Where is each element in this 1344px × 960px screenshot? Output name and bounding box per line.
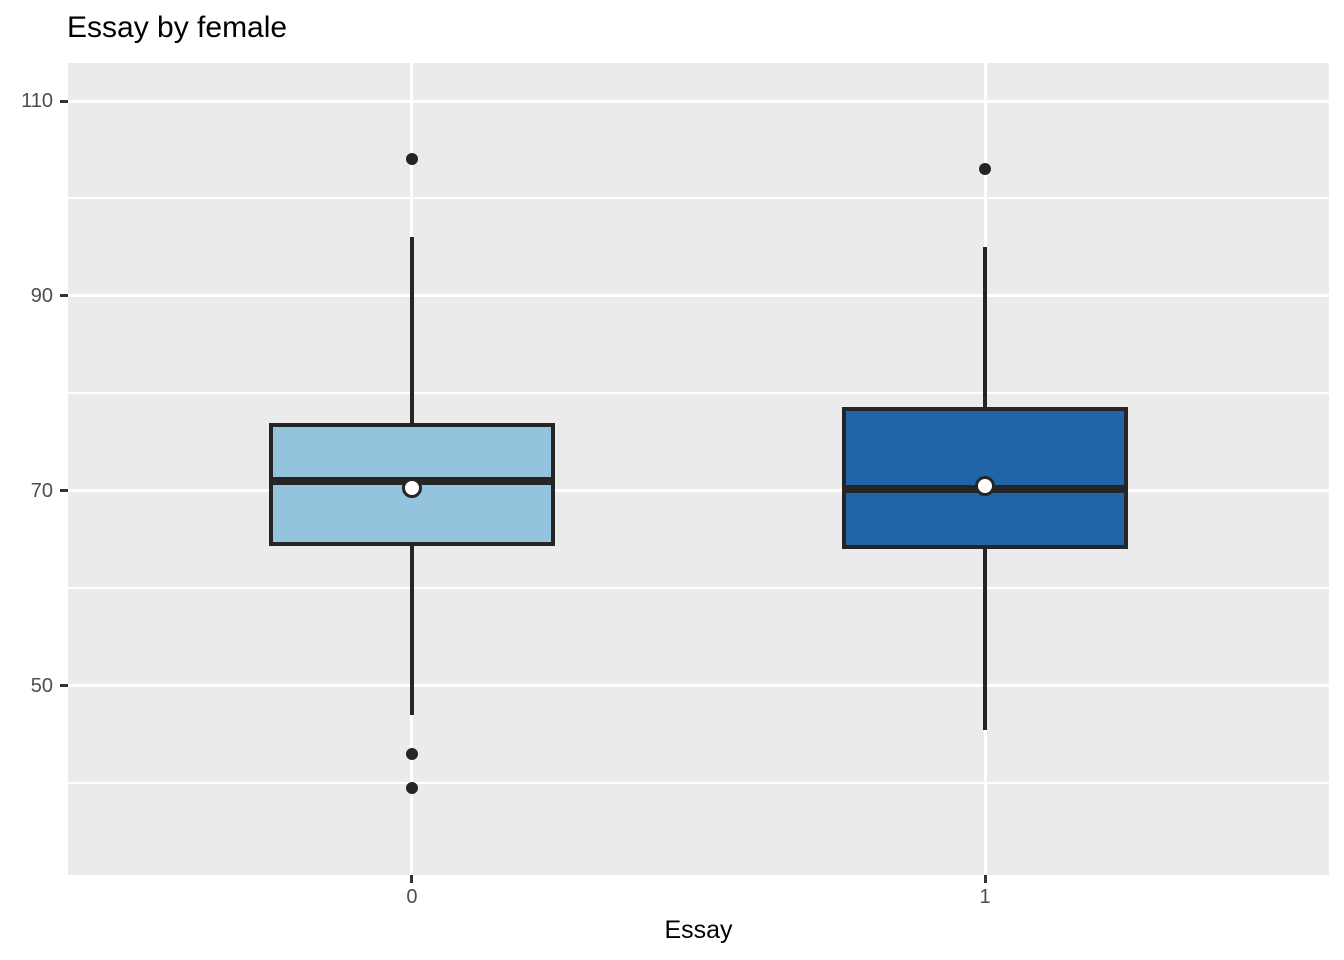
x-tick-label: 1 [979,886,991,908]
x-tick-label: 0 [406,886,418,908]
y-tick-mark [60,294,68,298]
outlier-point [405,748,418,761]
y-tick-label: 70 [30,479,53,502]
y-tick-label: 50 [30,674,53,697]
boxplot-box [841,407,1129,550]
y-gridline-minor [68,587,1329,590]
y-tick-label: 110 [21,90,53,113]
x-tick-mark [410,875,414,883]
y-gridline-minor [68,392,1329,395]
outlier-point [979,163,992,176]
outlier-point [405,782,418,795]
y-tick-mark [60,99,68,103]
mean-point [401,478,422,498]
y-gridline-minor [68,197,1329,200]
y-gridline-minor [68,782,1329,785]
y-gridline-major [68,294,1329,298]
x-tick-mark [983,875,987,883]
y-tick-mark [60,684,68,688]
x-axis-title: Essay [664,916,733,944]
mean-point [975,476,996,497]
plot-panel [68,63,1329,875]
plot-title: Essay by female [67,11,288,44]
y-gridline-major [68,489,1329,493]
y-tick-label: 90 [30,284,53,307]
y-gridline-major [68,684,1329,688]
outlier-point [405,152,418,165]
y-gridline-major [68,99,1329,103]
y-tick-mark [60,489,68,493]
